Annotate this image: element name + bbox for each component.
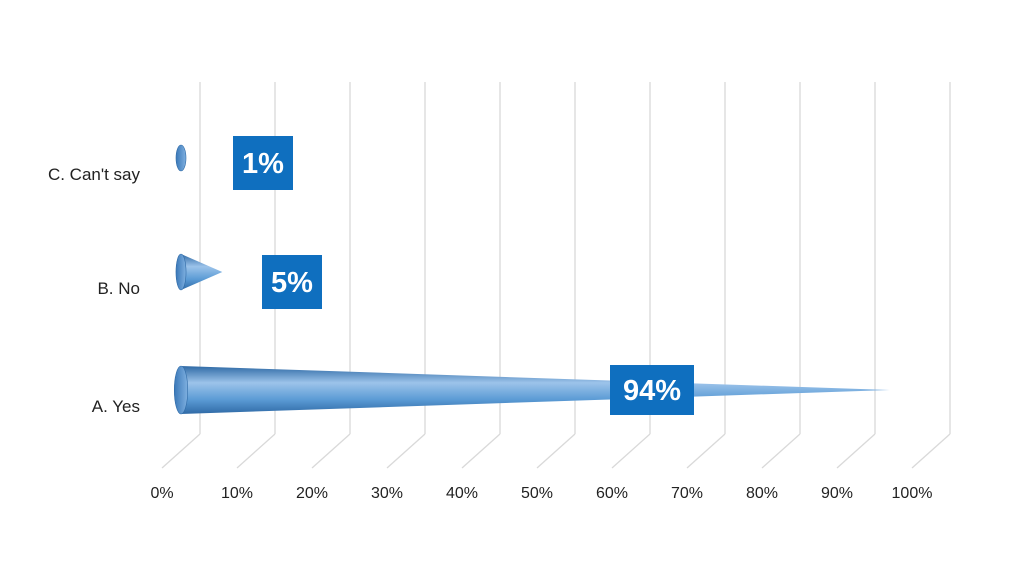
category-label: A. Yes (92, 397, 140, 416)
x-tick-label: 60% (596, 485, 628, 502)
x-tick-label: 90% (821, 485, 853, 502)
cone-body (181, 254, 223, 290)
x-tick-label: 80% (746, 485, 778, 502)
cone-bar (173, 365, 890, 415)
gridline (611, 433, 651, 469)
x-tick-label: 10% (221, 485, 253, 502)
x-tick-label: 40% (446, 485, 478, 502)
x-tick-label: 20% (296, 485, 328, 502)
category-label: B. No (97, 279, 140, 298)
gridline (761, 433, 801, 469)
gridline (461, 433, 501, 469)
data-label: 5% (262, 255, 322, 309)
cones (173, 144, 890, 415)
gridline (536, 433, 576, 469)
data-label: 94% (610, 365, 694, 415)
cone-base (175, 144, 187, 172)
x-tick-label: 100% (892, 485, 933, 502)
gridline (386, 433, 426, 469)
data-label-value: 5% (271, 267, 313, 299)
cone-body (181, 366, 890, 414)
x-tick-label: 30% (371, 485, 403, 502)
gridline (836, 433, 876, 469)
gridline (686, 433, 726, 469)
y-axis: A. Yes B. No C. Can't say (48, 165, 141, 416)
data-label: 1% (233, 136, 293, 190)
cone-base (175, 253, 187, 291)
x-tick-label: 70% (671, 485, 703, 502)
x-tick-label: 0% (150, 485, 173, 502)
x-tick-label: 50% (521, 485, 553, 502)
gridline (911, 433, 951, 469)
gridline (236, 433, 276, 469)
data-label-box (233, 136, 293, 190)
category-label: C. Can't say (48, 165, 141, 184)
data-labels: 94% 5% 1% (233, 136, 694, 415)
data-label-value: 1% (242, 148, 284, 180)
data-label-value: 94% (623, 375, 681, 407)
cone-base (173, 365, 189, 415)
gridline (161, 433, 201, 469)
gridline (311, 433, 351, 469)
cone-bar (175, 144, 187, 172)
data-label-box (262, 255, 322, 309)
data-label-box (610, 365, 694, 415)
x-axis: 0% 10% 20% 30% 40% 50% 60% 70% 80% 90% 100% (150, 485, 932, 502)
cone-bar (175, 253, 223, 291)
